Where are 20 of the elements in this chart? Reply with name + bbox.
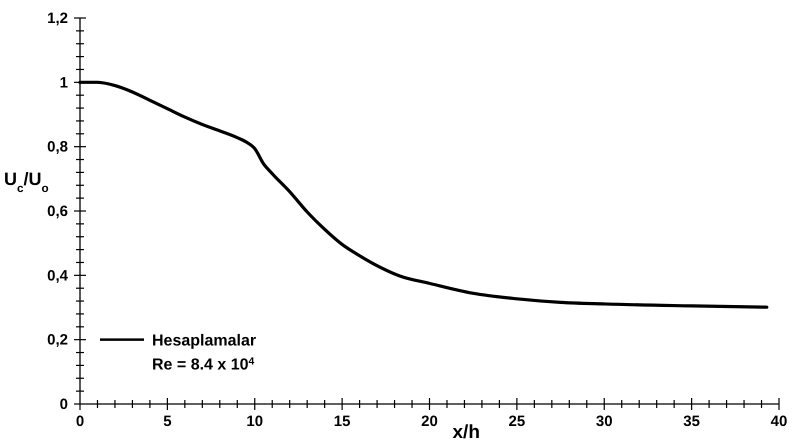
y-tick-label: 1	[60, 74, 68, 92]
x-tick-label: 40	[770, 413, 788, 430]
annotation: Re = 8.4 x 10$^{4}$	[152, 356, 255, 374]
x-tick-label: 30	[596, 413, 613, 430]
y-tick-label: 1,2	[47, 10, 68, 27]
legend-label: Hesaplamalar	[152, 332, 256, 350]
x-tick-label: 0	[76, 413, 84, 430]
y-tick-label: 0,6	[47, 203, 68, 220]
x-axis-title: x/h	[452, 422, 480, 443]
x-tick-label: 25	[508, 413, 526, 430]
y-tick-label: 0,8	[47, 138, 68, 156]
y-tick-label: 0	[60, 396, 68, 413]
y-axis-title: U$_{c}$/U$_{o}$	[4, 168, 49, 194]
x-tick-label: 5	[163, 413, 172, 430]
y-tick-label: 0,2	[47, 332, 68, 349]
x-tick-label: 35	[683, 413, 700, 430]
x-tick-label: 15	[334, 413, 350, 430]
x-tick-label: 20	[421, 413, 438, 430]
y-tick-label: 0,4	[47, 267, 69, 284]
x-tick-label: 10	[246, 413, 264, 430]
